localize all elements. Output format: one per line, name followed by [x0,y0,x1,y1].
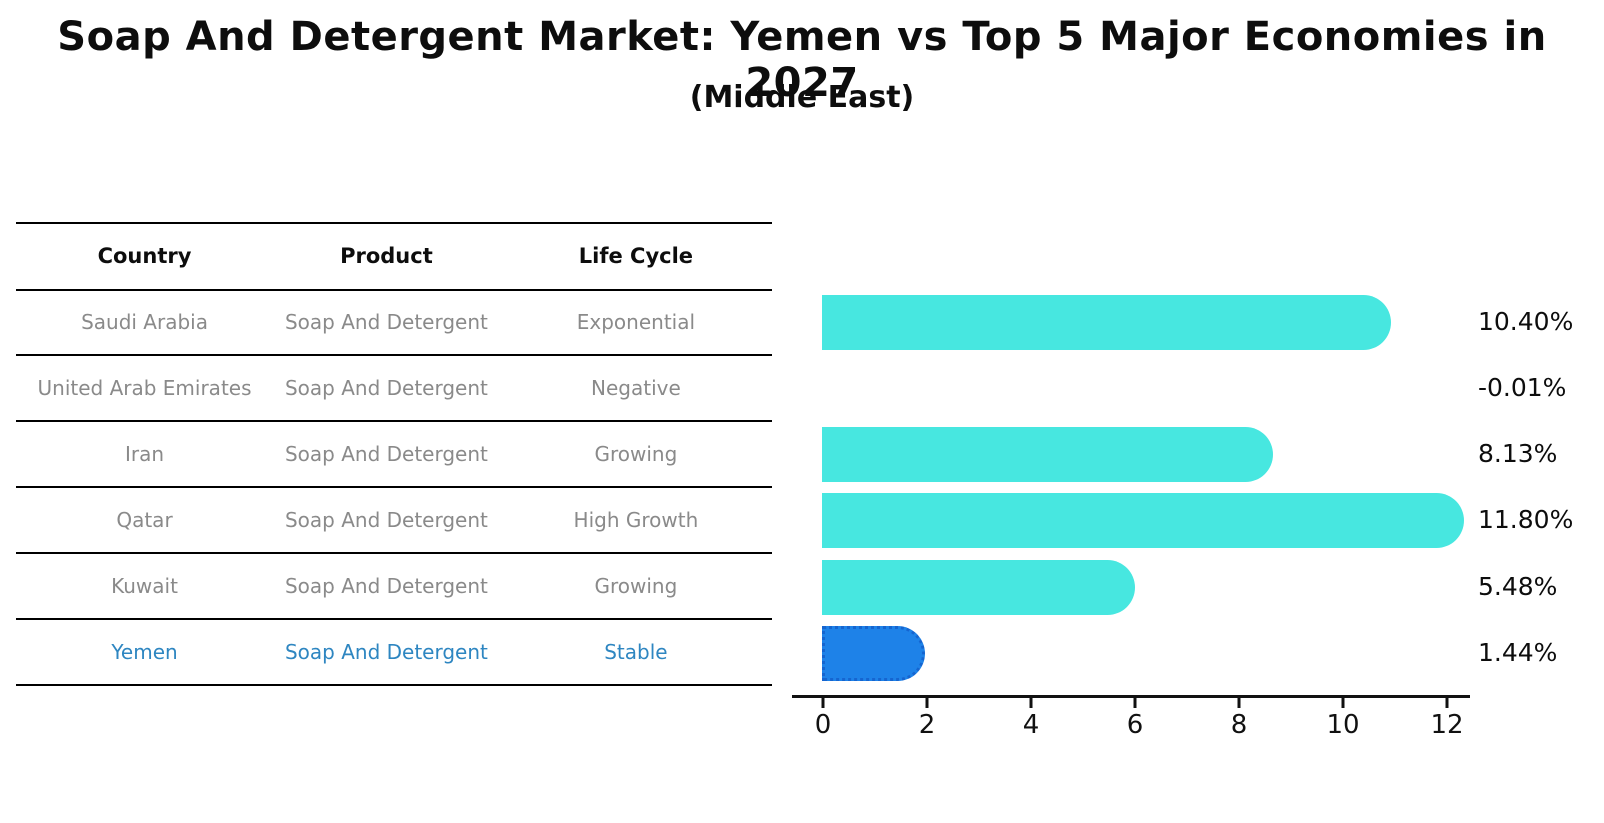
bar-yemen [822,626,925,681]
table-row-yemen: Yemen Soap And Detergent Stable [16,620,772,686]
bar-qatar [822,493,1464,548]
country-cell: Saudi Arabia [81,310,208,335]
life-cycle-cell: Exponential [576,310,696,335]
life-cycle-cell: Stable [604,639,668,664]
product-cell: Soap And Detergent [284,639,488,664]
table-row: United Arab Emirates Soap And Detergent … [16,356,772,423]
x-axis-tick [1237,698,1241,708]
x-axis-tick [1445,698,1449,708]
value-label: 8.13% [1478,439,1558,468]
product-cell: Soap And Detergent [284,376,488,401]
x-axis-tick-label: 4 [1022,710,1040,740]
col-header-country: Country [97,244,192,269]
bar-iran [822,427,1273,482]
value-label: -0.01% [1478,373,1567,402]
x-axis-tick-label: 10 [1326,710,1360,740]
x-axis-tick-label: 2 [918,710,936,740]
value-label: 10.40% [1478,307,1574,336]
country-cell: Yemen [111,639,178,664]
table-row: Qatar Soap And Detergent High Growth [16,488,772,555]
country-cell: Iran [124,442,165,467]
chart-subtitle: (Middle East) [689,80,915,115]
x-axis-tick [821,698,825,708]
life-cycle-cell: Growing [594,442,678,467]
value-label: 11.80% [1478,505,1574,534]
life-cycle-cell: High Growth [573,508,699,533]
life-cycle-cell: Negative [591,376,681,401]
chart-title: Soap And Detergent Market: Yemen vs Top … [57,14,1547,106]
value-label: 5.48% [1478,572,1558,601]
x-axis-tick-label: 8 [1230,710,1248,740]
col-header-life-cycle: Life Cycle [578,244,694,269]
x-axis-tick [925,698,929,708]
x-axis-line [792,695,1470,698]
product-cell: Soap And Detergent [284,508,488,533]
x-axis-tick [1341,698,1345,708]
country-cell: Qatar [116,508,173,533]
life-cycle-cell: Growing [594,574,678,598]
table-row: Saudi Arabia Soap And Detergent Exponent… [16,291,772,357]
table-header-row: Country Product Life Cycle [16,224,772,291]
x-axis-tick [1029,698,1033,708]
col-header-product: Product [340,244,433,269]
country-cell: United Arab Emirates [37,376,252,401]
country-table: Country Product Life Cycle Saudi Arabia … [16,222,772,686]
table-row: Kuwait Soap And Detergent Growing [16,554,772,620]
bar-saudi-arabia [822,295,1391,350]
country-cell: Kuwait [111,574,178,598]
x-axis-tick-label: 0 [814,710,832,740]
bar-kuwait [822,560,1135,615]
product-cell: Soap And Detergent [284,574,488,598]
x-axis-tick-label: 12 [1430,710,1464,740]
product-cell: Soap And Detergent [284,310,488,335]
value-label: 1.44% [1478,638,1558,667]
x-axis-tick [1133,698,1137,708]
x-axis-tick-label: 6 [1126,710,1144,740]
product-cell: Soap And Detergent [284,442,488,467]
table-row: Iran Soap And Detergent Growing [16,422,772,489]
